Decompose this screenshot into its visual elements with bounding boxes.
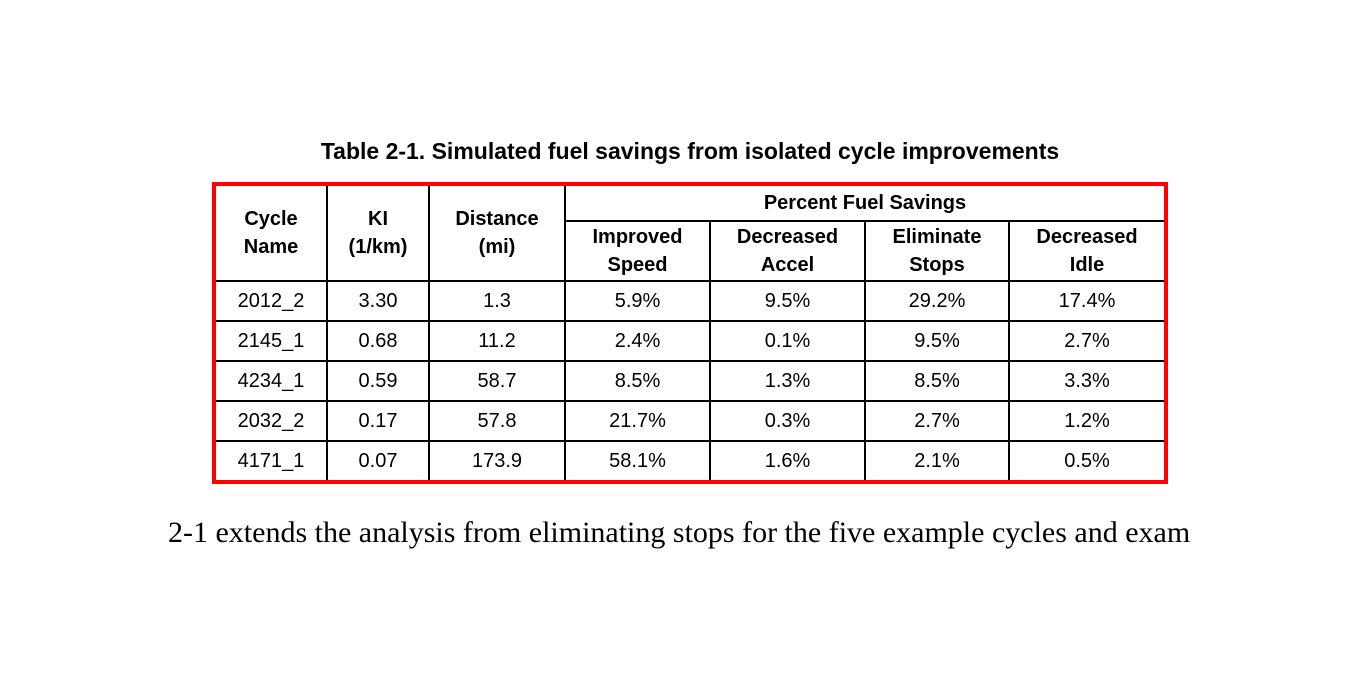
cell-ki: 0.59 xyxy=(327,361,430,402)
cell-improved-speed: 8.5% xyxy=(565,361,711,402)
fuel-savings-table-border: Cycle Name KI (1/km) Distance (mi) Perce… xyxy=(212,182,1168,484)
cell-distance: 58.7 xyxy=(429,361,566,402)
cell-eliminate-stops: 2.7% xyxy=(865,401,1010,442)
cell-ki: 0.07 xyxy=(327,441,430,480)
header-decreased-accel: Decreased Accel xyxy=(710,221,866,282)
cell-cycle-name: 4234_1 xyxy=(216,361,328,402)
cell-distance: 173.9 xyxy=(429,441,566,480)
cell-improved-speed: 58.1% xyxy=(565,441,711,480)
cell-distance: 11.2 xyxy=(429,321,566,362)
body-text: 2-1 extends the analysis from eliminatin… xyxy=(168,516,1191,549)
cell-decreased-accel: 0.3% xyxy=(710,401,866,442)
header-improved-speed: Improved Speed xyxy=(565,221,711,282)
header-eliminate-stops: Eliminate Stops xyxy=(865,221,1010,282)
cell-cycle-name: 2032_2 xyxy=(216,401,328,442)
header-row-group: Cycle Name KI (1/km) Distance (mi) Perce… xyxy=(216,186,1164,282)
cell-ki: 0.17 xyxy=(327,401,430,442)
cell-improved-speed: 2.4% xyxy=(565,321,711,362)
cell-eliminate-stops: 8.5% xyxy=(865,361,1010,402)
table-row: 2145_1 0.68 11.2 2.4% 0.1% 9.5% 2.7% xyxy=(216,321,1164,362)
cell-improved-speed: 21.7% xyxy=(565,401,711,442)
cell-eliminate-stops: 9.5% xyxy=(865,321,1010,362)
header-row-sub: Improved Speed Decreased Accel Eliminate… xyxy=(216,221,1164,282)
cell-decreased-accel: 1.3% xyxy=(710,361,866,402)
cell-ki: 0.68 xyxy=(327,321,430,362)
cell-cycle-name: 2145_1 xyxy=(216,321,328,362)
cell-distance: 57.8 xyxy=(429,401,566,442)
cell-decreased-idle: 2.7% xyxy=(1009,321,1164,362)
fuel-savings-table: Cycle Name KI (1/km) Distance (mi) Perce… xyxy=(216,186,1164,480)
cell-decreased-accel: 9.5% xyxy=(710,281,866,322)
cell-decreased-idle: 17.4% xyxy=(1009,281,1164,322)
cell-eliminate-stops: 2.1% xyxy=(865,441,1010,480)
cell-decreased-idle: 0.5% xyxy=(1064,449,1110,472)
cell-eliminate-stops: 29.2% xyxy=(865,281,1010,322)
header-percent-fuel-savings: Percent Fuel Savings xyxy=(565,186,1164,222)
cell-distance: 1.3 xyxy=(429,281,566,322)
table-row: 4234_1 0.59 58.7 8.5% 1.3% 8.5% 3.3% xyxy=(216,361,1164,402)
cell-decreased-idle: 3.3% xyxy=(1009,361,1164,402)
cell-ki: 3.30 xyxy=(327,281,430,322)
header-decreased-idle: Decreased Idle xyxy=(1009,221,1164,282)
table-row: 2012_2 3.30 1.3 5.9% 9.5% 29.2% 17.4% xyxy=(216,281,1164,322)
header-distance: Distance (mi) xyxy=(429,186,566,282)
cell-cycle-name: 2012_2 xyxy=(216,281,328,322)
table-row: 2032_2 0.17 57.8 21.7% 0.3% 2.7% 1.2% xyxy=(216,401,1164,442)
table-row: 4171_1 0.07 173.9 58.1% 1.6% 2.1% 0.5% xyxy=(216,441,1164,480)
cell-decreased-accel: 0.1% xyxy=(710,321,866,362)
header-ki: KI (1/km) xyxy=(327,186,430,282)
cell-improved-speed: 5.9% xyxy=(565,281,711,322)
cell-decreased-accel: 1.6% xyxy=(710,441,866,480)
table-caption: Table 2-1. Simulated fuel savings from i… xyxy=(320,138,1060,164)
cell-decreased-idle: 1.2% xyxy=(1009,401,1164,442)
cell-cycle-name: 4171_1 xyxy=(216,441,328,480)
header-cycle-name: Cycle Name xyxy=(216,186,328,282)
